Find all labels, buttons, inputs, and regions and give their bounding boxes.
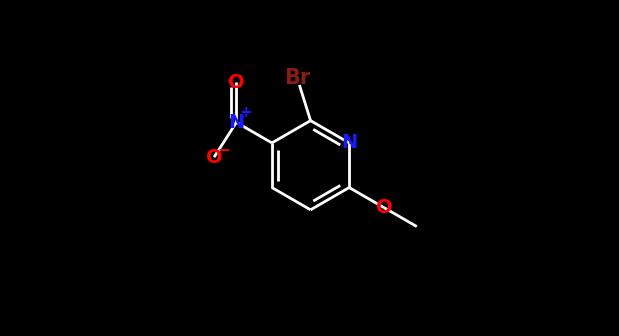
Text: N: N — [228, 113, 245, 132]
Text: −: − — [217, 143, 230, 158]
Text: O: O — [376, 198, 392, 217]
Text: N: N — [341, 133, 357, 153]
Text: O: O — [228, 73, 245, 92]
Text: +: + — [240, 105, 253, 120]
Text: Br: Br — [284, 68, 310, 88]
Text: O: O — [206, 148, 222, 167]
